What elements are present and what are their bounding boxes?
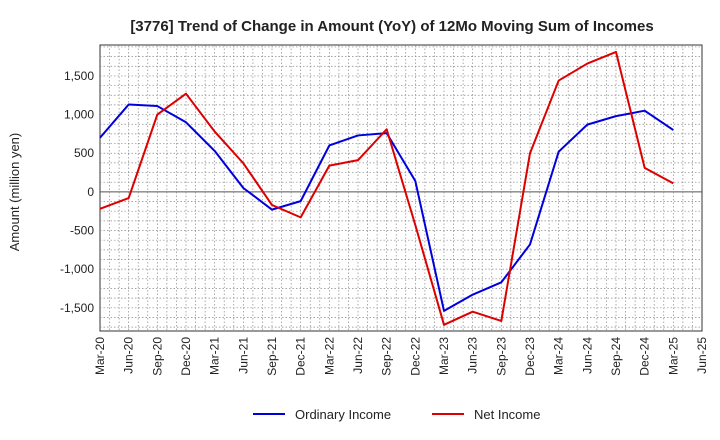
x-tick-label: Jun-20 [122,337,136,374]
series-line-ordinary-income [99,103,674,312]
x-tick-label: Dec-20 [179,337,193,376]
y-tick-label: 1,500 [64,69,94,83]
x-tick-label: Dec-24 [638,337,652,376]
x-tick-label: Sep-20 [150,337,164,376]
y-tick-label: -500 [70,224,94,238]
x-tick-label: Mar-21 [208,337,222,375]
plot-frame [99,44,703,332]
legend: Ordinary Income Net Income [253,407,540,422]
x-tick-label: Sep-22 [380,337,394,376]
legend-label-net-income: Net Income [474,407,540,422]
chart-title: [3776] Trend of Change in Amount (YoY) o… [130,18,653,35]
x-tick-labels: Mar-20 Jun-20 Sep-20 Dec-20 Mar-21 Jun-21 Sep-… [93,337,709,376]
y-tick-label: 500 [74,146,94,160]
legend-label-ordinary-income: Ordinary Income [295,407,391,422]
x-tick-label: Jun-24 [580,337,594,374]
y-tick-label: -1,500 [60,301,94,315]
x-tick-label: Dec-22 [408,337,422,376]
y-tick-label: 0 [87,185,94,199]
plot-area [99,44,703,332]
y-tick-labels: -1,500 -1,000 -500 0 500 1,000 1,500 [60,69,94,315]
x-tick-label: Mar-22 [322,337,336,375]
x-tick-label: Jun-23 [466,337,480,374]
x-tick-label: Mar-24 [552,337,566,375]
x-tick-label: Jun-21 [236,337,250,374]
x-tick-label: Jun-22 [351,337,365,374]
y-axis-label: Amount (million yen) [7,133,22,252]
x-tick-label: Jun-25 [695,337,709,374]
x-tick-label: Dec-23 [523,337,537,376]
y-tick-label: 1,000 [64,108,94,122]
x-tick-label: Mar-23 [437,337,451,375]
y-tick-label: -1,000 [60,262,94,276]
x-tick-label: Mar-25 [666,337,680,375]
grid-lines [100,45,702,331]
series-line-net-income [99,50,674,326]
x-tick-label: Sep-24 [609,337,623,376]
series-group [99,50,674,326]
x-tick-label: Sep-21 [265,337,279,376]
x-tick-label: Mar-20 [93,337,107,375]
x-tick-label: Dec-21 [294,337,308,376]
x-tick-label: Sep-23 [494,337,508,376]
